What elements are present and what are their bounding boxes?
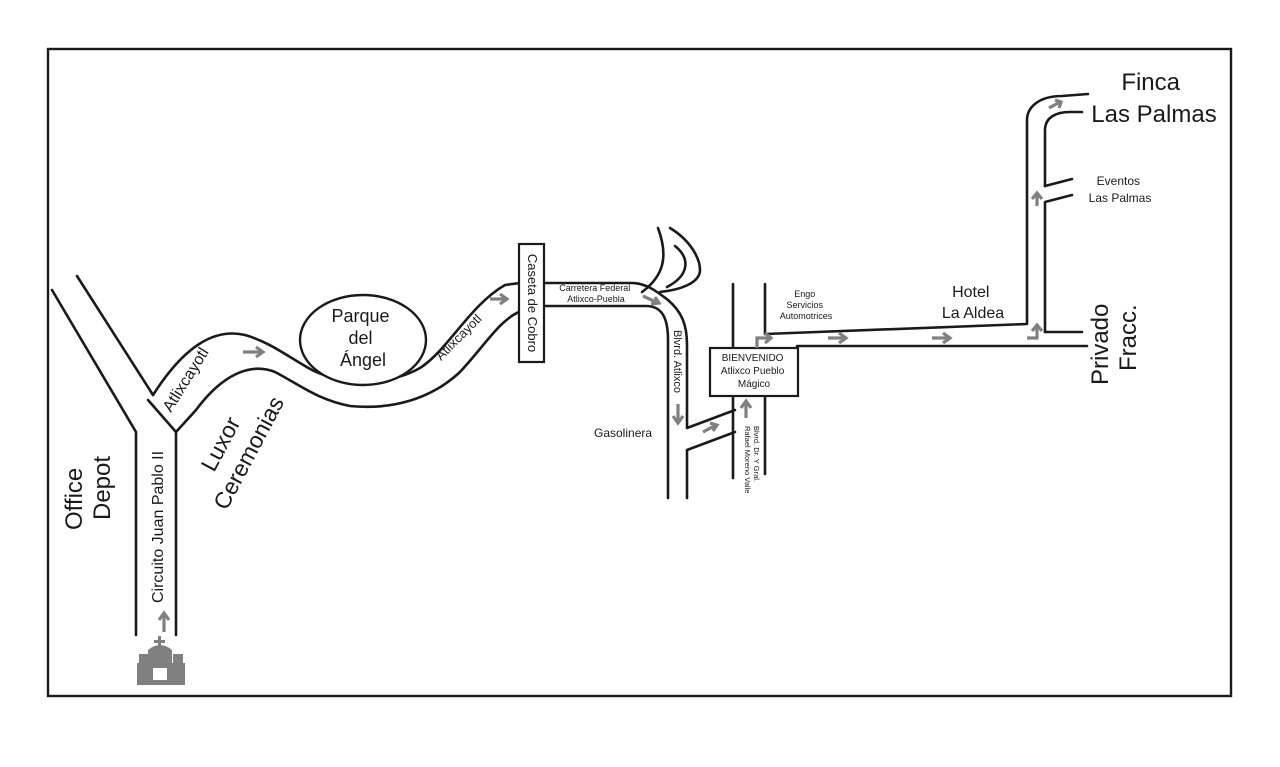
finca-label: Finca Las Palmas — [1091, 69, 1216, 128]
carretera-line-2: Atlixco-Puebla — [567, 294, 625, 304]
finca-line-2: Las Palmas — [1091, 101, 1216, 128]
road-circuito-left-edge — [50, 288, 138, 637]
arrow-right-east-1 — [828, 331, 849, 345]
eventos-label: Eventos Las Palmas — [1089, 174, 1152, 205]
road-finca-inner-upper — [1043, 110, 1084, 188]
blvrd-atlixco-label: Blvrd. Atlixco — [671, 330, 683, 393]
hotel-line-1: Hotel — [952, 284, 989, 301]
arrow-right-carretera — [642, 294, 662, 306]
arrow-turn-up-finca — [1027, 322, 1044, 340]
road-loop-2 — [658, 226, 702, 294]
caseta-label: Caseta de Cobro — [525, 254, 540, 352]
arrow-right-atlixcayotl — [243, 345, 266, 359]
road-finca-inner-edge — [1043, 193, 1074, 334]
arrow-right-caseta — [490, 292, 510, 306]
engo-label: Engo Servicios Automotrices — [780, 289, 833, 321]
road-atlixcayotl-lower-edge — [174, 310, 521, 434]
gasolinera-label: Gasolinera — [594, 426, 652, 440]
parque-ellipse — [298, 293, 428, 387]
road-blvrd-atlixco-edge — [666, 298, 689, 410]
blvrd-dr-line-2: Rafael Moreno Valle — [743, 426, 752, 493]
fracc-line-1: Fracc. — [1115, 304, 1142, 371]
road-diagonal-edge — [75, 274, 155, 397]
fracc-line-2: Privado — [1087, 304, 1114, 385]
parque-label: Parque del Ángel — [331, 306, 394, 370]
circuito-label: Circuito Juan Pablo II — [150, 451, 167, 603]
arrow-down-blvrd — [671, 404, 685, 426]
parque-line-2: del — [348, 328, 372, 348]
bienvenido-line-3: Mágico — [738, 379, 771, 390]
road-loop-1 — [640, 226, 665, 294]
finca-line-1: Finca — [1121, 69, 1180, 96]
road-eventos-edge — [1043, 177, 1074, 188]
road-gasolinera-lower — [685, 430, 737, 500]
road-east-upper-edge — [763, 92, 1090, 336]
blvrd-dr-line-1: Blvrd. Dr. Y Gral. — [752, 426, 761, 482]
carretera-line-1: Carretera Federal — [559, 283, 630, 293]
church-icon — [137, 636, 185, 685]
bienvenido-box — [708, 346, 800, 398]
blvrd-dr-label: Blvrd. Dr. Y Gral. Rafael Moreno Valle — [743, 426, 761, 493]
carretera-label: Carretera Federal Atlixco-Puebla — [559, 283, 633, 304]
hotel-label: Hotel La Aldea — [942, 284, 1004, 322]
road-carretera-lower-edge — [542, 304, 670, 500]
eventos-line-1: Eventos — [1097, 174, 1140, 188]
office-depot-label: Office Depot — [61, 456, 116, 530]
arrow-up-start — [157, 610, 171, 632]
arrow-right-gasolinera — [702, 421, 720, 434]
road-atlixcayotl-upper-edge — [151, 281, 522, 397]
bienvenido-line-1: BIENVENIDO — [722, 353, 784, 364]
office-depot-line-1: Office — [61, 468, 88, 530]
eventos-line-2: Las Palmas — [1089, 191, 1152, 205]
parque-line-1: Parque — [331, 306, 389, 326]
engo-line-3: Automotrices — [780, 311, 833, 321]
arrow-right-east-2 — [932, 331, 953, 345]
roads — [50, 92, 1090, 637]
parque-line-3: Ángel — [340, 350, 386, 370]
road-loop-3 — [665, 244, 687, 289]
bienvenido-label: BIENVENIDO Atlixco Pueblo Mágico — [721, 353, 787, 390]
engo-line-1: Engo — [794, 289, 815, 299]
direction-arrows — [157, 98, 1064, 632]
hotel-line-2: La Aldea — [942, 305, 1004, 322]
arrow-right-finca — [1048, 98, 1064, 110]
map-frame — [46, 47, 1233, 698]
bienvenido-line-2: Atlixco Pueblo — [721, 366, 785, 377]
engo-line-2: Servicios — [786, 300, 823, 310]
fracc-label: Fracc. Privado — [1087, 298, 1142, 385]
caseta-box — [517, 242, 546, 364]
arrow-up-moreno-valle — [739, 398, 753, 418]
road-gasolinera-upper — [685, 406, 737, 430]
office-depot-line-2: Depot — [89, 456, 116, 520]
arrow-turn-right-bienvenido — [755, 331, 774, 348]
arrow-up-eventos — [1030, 190, 1044, 206]
